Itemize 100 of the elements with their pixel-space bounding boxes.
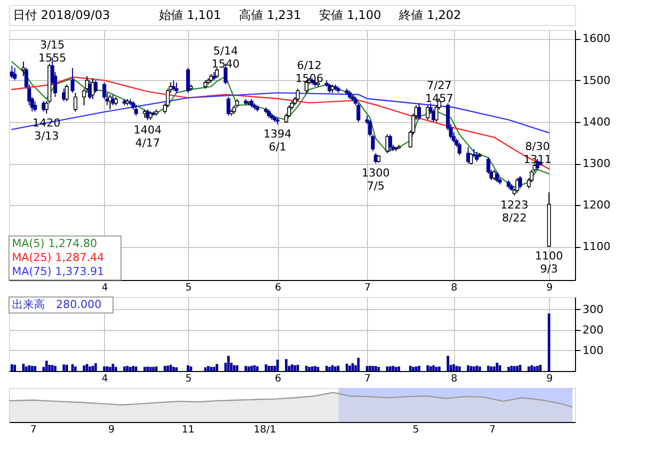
bar: [270, 366, 274, 371]
candlestick: [33, 100, 37, 112]
bar: [132, 366, 134, 371]
candlestick: [518, 176, 522, 189]
bar: [452, 364, 455, 371]
x-tick-label: 7: [30, 424, 37, 436]
bar: [216, 364, 218, 371]
bar: [22, 364, 25, 371]
bar: [25, 366, 28, 371]
bar: [247, 366, 250, 371]
bar: [533, 366, 536, 371]
bar: [106, 366, 108, 371]
text: 安値 1,100: [319, 8, 382, 22]
bar: [71, 364, 74, 371]
bar: [175, 367, 178, 371]
bar: [28, 365, 30, 371]
x-tick-label: 4: [102, 374, 108, 384]
candlestick: [388, 134, 392, 152]
bar: [112, 364, 114, 371]
bar: [490, 366, 493, 371]
bar: [264, 364, 268, 371]
bar: [429, 366, 432, 371]
bar: [186, 365, 190, 371]
y-tick-label: 1300: [582, 157, 610, 170]
bar: [212, 366, 216, 371]
bar: [86, 364, 88, 371]
bar: [386, 366, 389, 371]
x-tick-label: 5: [185, 282, 192, 294]
bar: [284, 359, 288, 371]
bar: [204, 367, 207, 371]
bar: [528, 366, 530, 371]
bar: [172, 366, 175, 371]
bar: [314, 366, 316, 371]
x-tick-label: 7: [364, 374, 371, 384]
bar: [290, 364, 294, 371]
annotation: 5/14 1540: [212, 44, 240, 71]
x-tick-label: 5: [412, 424, 419, 436]
annotation: 1100 9/3: [535, 250, 564, 276]
bar: [66, 364, 68, 371]
bar: [325, 366, 328, 371]
bar: [516, 366, 518, 371]
bar: [305, 366, 308, 371]
x-tick-label: 6: [274, 282, 282, 294]
bar: [54, 366, 56, 371]
bar: [328, 366, 331, 371]
bar: [88, 366, 92, 371]
candlestick: [226, 96, 230, 116]
bar: [510, 366, 513, 371]
bar: [227, 356, 230, 371]
bar: [108, 366, 112, 371]
bar: [513, 366, 516, 371]
bar: [394, 366, 398, 371]
bar: [74, 366, 77, 371]
bar: [152, 366, 155, 371]
x-tick-label: 9: [546, 282, 553, 294]
bar: [348, 366, 352, 371]
bar: [14, 364, 16, 371]
bar: [470, 366, 472, 371]
bar: [438, 366, 441, 371]
bar: [548, 313, 550, 371]
bar: [244, 366, 248, 371]
bar: [103, 366, 106, 371]
text: 終値 1,202: [398, 8, 462, 22]
bar: [374, 366, 377, 371]
candlestick: [108, 94, 112, 110]
bar: [310, 366, 314, 371]
candlestick: [74, 92, 78, 112]
bar: [316, 366, 320, 371]
bar: [331, 365, 334, 371]
candlestick: [215, 67, 219, 79]
candlestick: [174, 82, 178, 94]
x-tick-label: 8: [451, 374, 458, 384]
bar: [268, 366, 270, 371]
bar: [368, 366, 372, 371]
text: 高値 1,231: [239, 8, 302, 22]
bar: [250, 366, 253, 371]
bar: [134, 366, 138, 371]
bar: [164, 366, 166, 371]
annotation: 6/12 1506: [295, 58, 324, 85]
bar: [308, 366, 311, 371]
annotation: 3/15 1555: [38, 38, 66, 64]
bar: [487, 366, 490, 371]
candlestick: [296, 88, 300, 102]
bar: [149, 366, 152, 371]
x-tick-label: 18/1: [254, 424, 276, 436]
bar: [346, 364, 348, 371]
y-tick-label: 200: [582, 323, 604, 336]
bar: [518, 364, 522, 371]
bar: [82, 365, 86, 371]
candlestick: [458, 142, 462, 156]
bar: [377, 366, 380, 371]
candlestick: [134, 104, 138, 116]
bar: [372, 366, 374, 371]
text: 日付 2018/09/03: [13, 8, 110, 22]
bar: [48, 364, 51, 371]
bar: [458, 366, 461, 371]
x-tick-label: 9: [108, 424, 115, 436]
text: MA(75) 1,373.91: [12, 265, 104, 278]
bar: [10, 364, 14, 371]
candlestick: [474, 151, 479, 162]
